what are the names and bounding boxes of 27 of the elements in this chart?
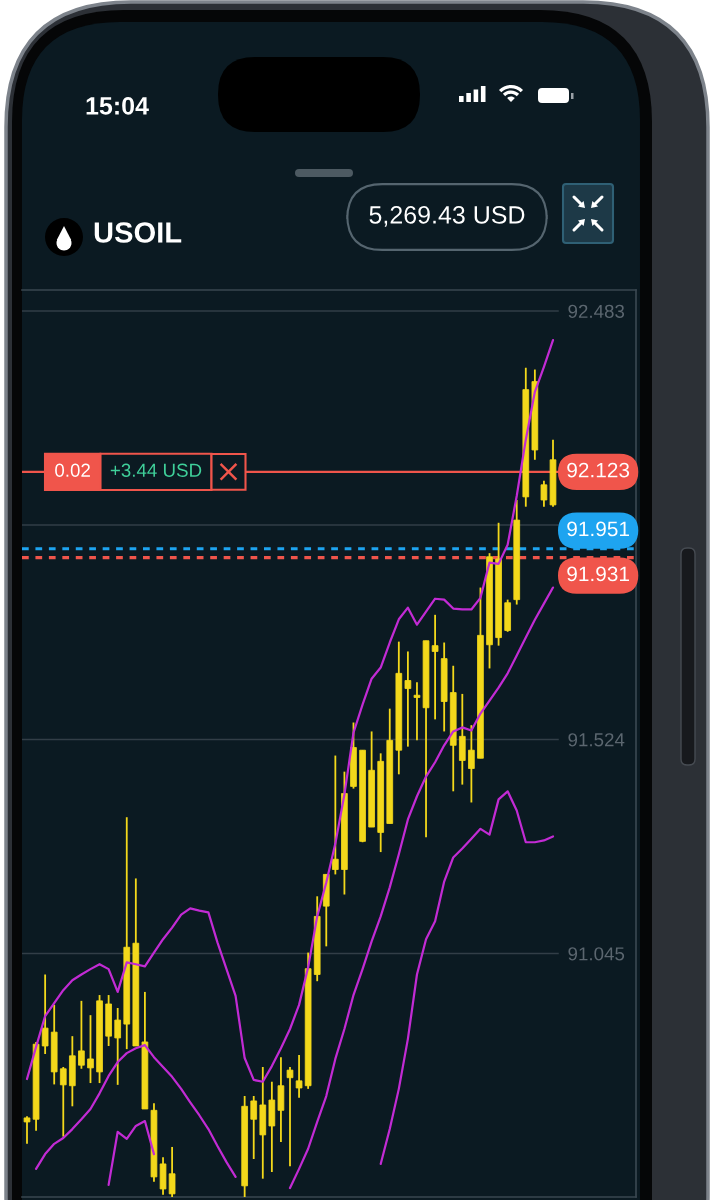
- chart-title: USOIL: [94, 222, 182, 243]
- text: 5,269.43 USD: [369, 206, 525, 227]
- y-tick-label: 91.045: [568, 947, 625, 961]
- candlestick: [41, 973, 49, 1055]
- candlestick: [250, 1095, 258, 1160]
- candlestick: [114, 1007, 122, 1086]
- candlestick: [540, 479, 548, 508]
- ref-line-label: 91.931: [567, 566, 629, 582]
- y-tick-label: 91.524: [568, 733, 625, 747]
- candlestick: [286, 1066, 294, 1168]
- ref-line-label: 92.123: [567, 462, 630, 478]
- candlestick: [468, 724, 475, 804]
- annotation: 0.02: [55, 463, 90, 477]
- candlestick: [332, 754, 339, 876]
- y-tick-label: 92.483: [568, 304, 625, 318]
- candlestick: [168, 1146, 176, 1197]
- line-series: [25, 338, 555, 1083]
- candlestick: [431, 613, 439, 721]
- candlestick: [78, 999, 85, 1070]
- text: 15:04: [86, 97, 149, 115]
- candlestick: [295, 1054, 303, 1099]
- candlestick: [404, 650, 412, 748]
- annotation: +3.44 USD: [110, 463, 202, 477]
- candlestick: [23, 1115, 31, 1145]
- ref-line-label: 91.951: [567, 521, 629, 537]
- candlestick: [87, 1014, 94, 1084]
- candlestick: [59, 1066, 67, 1138]
